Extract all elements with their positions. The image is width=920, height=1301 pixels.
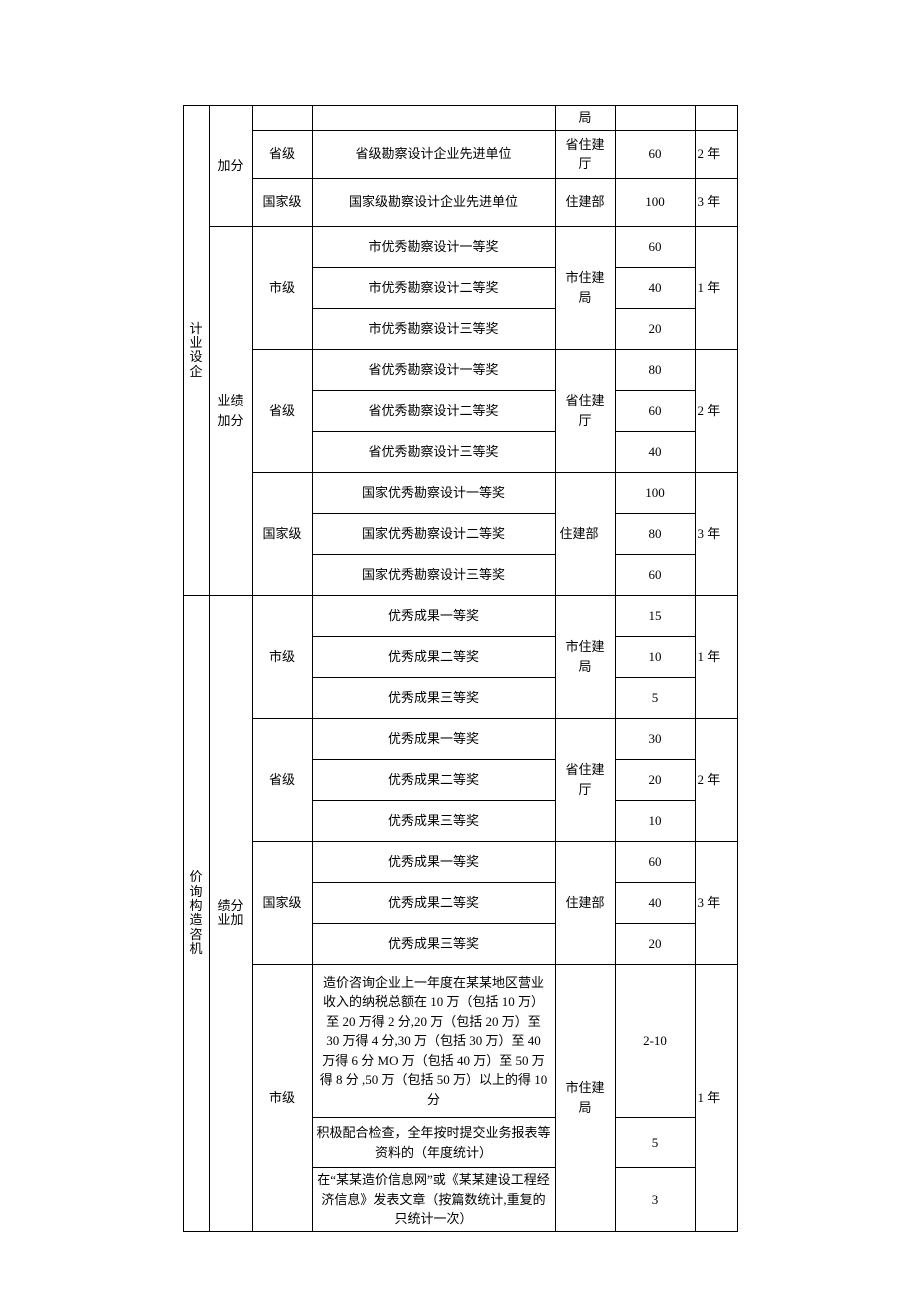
performance-addpoints: 业绩加分 <box>209 226 252 595</box>
dur-cell: 1 年 <box>695 964 737 1232</box>
desc-cell: 省优秀勘察设计二等奖 <box>312 390 555 431</box>
score-cell: 2-10 <box>615 964 695 1118</box>
dur-cell: 3 年 <box>695 841 737 964</box>
score-cell: 10 <box>615 800 695 841</box>
score-cell: 60 <box>615 390 695 431</box>
score-cell: 80 <box>615 513 695 554</box>
score-cell: 80 <box>615 349 695 390</box>
desc-cell <box>312 106 555 131</box>
level-cell: 市级 <box>252 964 312 1232</box>
table-row: 国家级 国家优秀勘察设计一等奖 住建部 100 3 年 <box>183 472 737 513</box>
table-row: 计业设企 加分 局 <box>183 106 737 131</box>
level-cell: 国家级 <box>252 841 312 964</box>
desc-cell: 市优秀勘察设计三等奖 <box>312 308 555 349</box>
score-cell: 60 <box>615 554 695 595</box>
score-cell: 3 <box>615 1168 695 1232</box>
desc-cell: 国家级勘察设计企业先进单位 <box>312 178 555 226</box>
desc-cell: 优秀成果二等奖 <box>312 636 555 677</box>
desc-cell: 国家优秀勘察设计一等奖 <box>312 472 555 513</box>
desc-cell: 优秀成果三等奖 <box>312 800 555 841</box>
desc-cell: 优秀成果二等奖 <box>312 882 555 923</box>
table-row: 业绩加分 市级 市优秀勘察设计一等奖 市住建局 60 1 年 <box>183 226 737 267</box>
section2-category: 价询构造咨机 <box>183 595 209 1232</box>
dur-cell <box>695 106 737 131</box>
org-cell: 省住建厅 <box>555 130 615 178</box>
dur-cell: 3 年 <box>695 178 737 226</box>
score-cell: 5 <box>615 677 695 718</box>
desc-cell: 优秀成果一等奖 <box>312 595 555 636</box>
score-cell: 40 <box>615 882 695 923</box>
org-cell: 市住建局 <box>555 595 615 718</box>
table-row: 国家级 优秀成果一等奖 住建部 60 3 年 <box>183 841 737 882</box>
desc-cell: 优秀成果二等奖 <box>312 759 555 800</box>
level-cell: 国家级 <box>252 472 312 595</box>
dur-cell: 1 年 <box>695 595 737 718</box>
dur-cell: 2 年 <box>695 718 737 841</box>
scoring-table: 计业设企 加分 局 省级 省级勘察设计企业先进单位 省住建厅 60 2 年 国家… <box>183 105 738 1232</box>
desc-cell: 优秀成果三等奖 <box>312 677 555 718</box>
score-cell: 20 <box>615 923 695 964</box>
score-cell: 60 <box>615 130 695 178</box>
level-cell <box>252 106 312 131</box>
score-cell <box>615 106 695 131</box>
section1-category: 计业设企 <box>183 106 209 596</box>
table-row: 省级 省优秀勘察设计一等奖 省住建厅 80 2 年 <box>183 349 737 390</box>
table-row: 省级 优秀成果一等奖 省住建厅 30 2 年 <box>183 718 737 759</box>
score-cell: 60 <box>615 841 695 882</box>
level-cell: 省级 <box>252 130 312 178</box>
score-cell: 10 <box>615 636 695 677</box>
score-cell: 5 <box>615 1118 695 1168</box>
section2-addpoints: 绩分业加 <box>209 595 252 1232</box>
table-row: 价询构造咨机 绩分业加 市级 优秀成果一等奖 市住建局 15 1 年 <box>183 595 737 636</box>
score-cell: 20 <box>615 759 695 800</box>
section1-addpoints: 加分 <box>209 106 252 227</box>
org-cell: 住建部 <box>555 178 615 226</box>
score-cell: 100 <box>615 178 695 226</box>
score-cell: 20 <box>615 308 695 349</box>
score-cell: 15 <box>615 595 695 636</box>
org-cell: 住建部 <box>555 841 615 964</box>
page: 计业设企 加分 局 省级 省级勘察设计企业先进单位 省住建厅 60 2 年 国家… <box>0 0 920 1301</box>
table-row: 市级 造价咨询企业上一年度在某某地区营业收入的纳税总额在 10 万（包括 10 … <box>183 964 737 1118</box>
org-cell: 省住建厅 <box>555 349 615 472</box>
desc-cell: 省优秀勘察设计一等奖 <box>312 349 555 390</box>
org-cell: 市住建局 <box>555 226 615 349</box>
desc-cell: 优秀成果一等奖 <box>312 718 555 759</box>
desc-cell: 积极配合检查，全年按时提交业务报表等资料的（年度统计） <box>312 1118 555 1168</box>
desc-cell: 市优秀勘察设计一等奖 <box>312 226 555 267</box>
desc-cell: 省优秀勘察设计三等奖 <box>312 431 555 472</box>
score-cell: 100 <box>615 472 695 513</box>
desc-cell: 国家优秀勘察设计三等奖 <box>312 554 555 595</box>
desc-cell: 在“某某造价信息网”或《某某建设工程经济信息》发表文章（按篇数统计,重复的只统计… <box>312 1168 555 1232</box>
level-cell: 国家级 <box>252 178 312 226</box>
org-cell: 市住建局 <box>555 964 615 1232</box>
score-cell: 30 <box>615 718 695 759</box>
dur-cell: 3 年 <box>695 472 737 595</box>
score-cell: 60 <box>615 226 695 267</box>
table-row: 国家级 国家级勘察设计企业先进单位 住建部 100 3 年 <box>183 178 737 226</box>
table-row: 省级 省级勘察设计企业先进单位 省住建厅 60 2 年 <box>183 130 737 178</box>
level-cell: 省级 <box>252 718 312 841</box>
level-cell: 市级 <box>252 595 312 718</box>
desc-cell: 市优秀勘察设计二等奖 <box>312 267 555 308</box>
desc-cell: 优秀成果三等奖 <box>312 923 555 964</box>
desc-cell: 国家优秀勘察设计二等奖 <box>312 513 555 554</box>
desc-cell: 造价咨询企业上一年度在某某地区营业收入的纳税总额在 10 万（包括 10 万）至… <box>312 964 555 1118</box>
level-cell: 省级 <box>252 349 312 472</box>
org-cell: 住建部 <box>555 472 615 595</box>
level-cell: 市级 <box>252 226 312 349</box>
org-cell: 局 <box>555 106 615 131</box>
score-cell: 40 <box>615 267 695 308</box>
dur-cell: 2 年 <box>695 130 737 178</box>
org-cell: 省住建厅 <box>555 718 615 841</box>
dur-cell: 2 年 <box>695 349 737 472</box>
dur-cell: 1 年 <box>695 226 737 349</box>
desc-cell: 优秀成果一等奖 <box>312 841 555 882</box>
desc-cell: 省级勘察设计企业先进单位 <box>312 130 555 178</box>
score-cell: 40 <box>615 431 695 472</box>
